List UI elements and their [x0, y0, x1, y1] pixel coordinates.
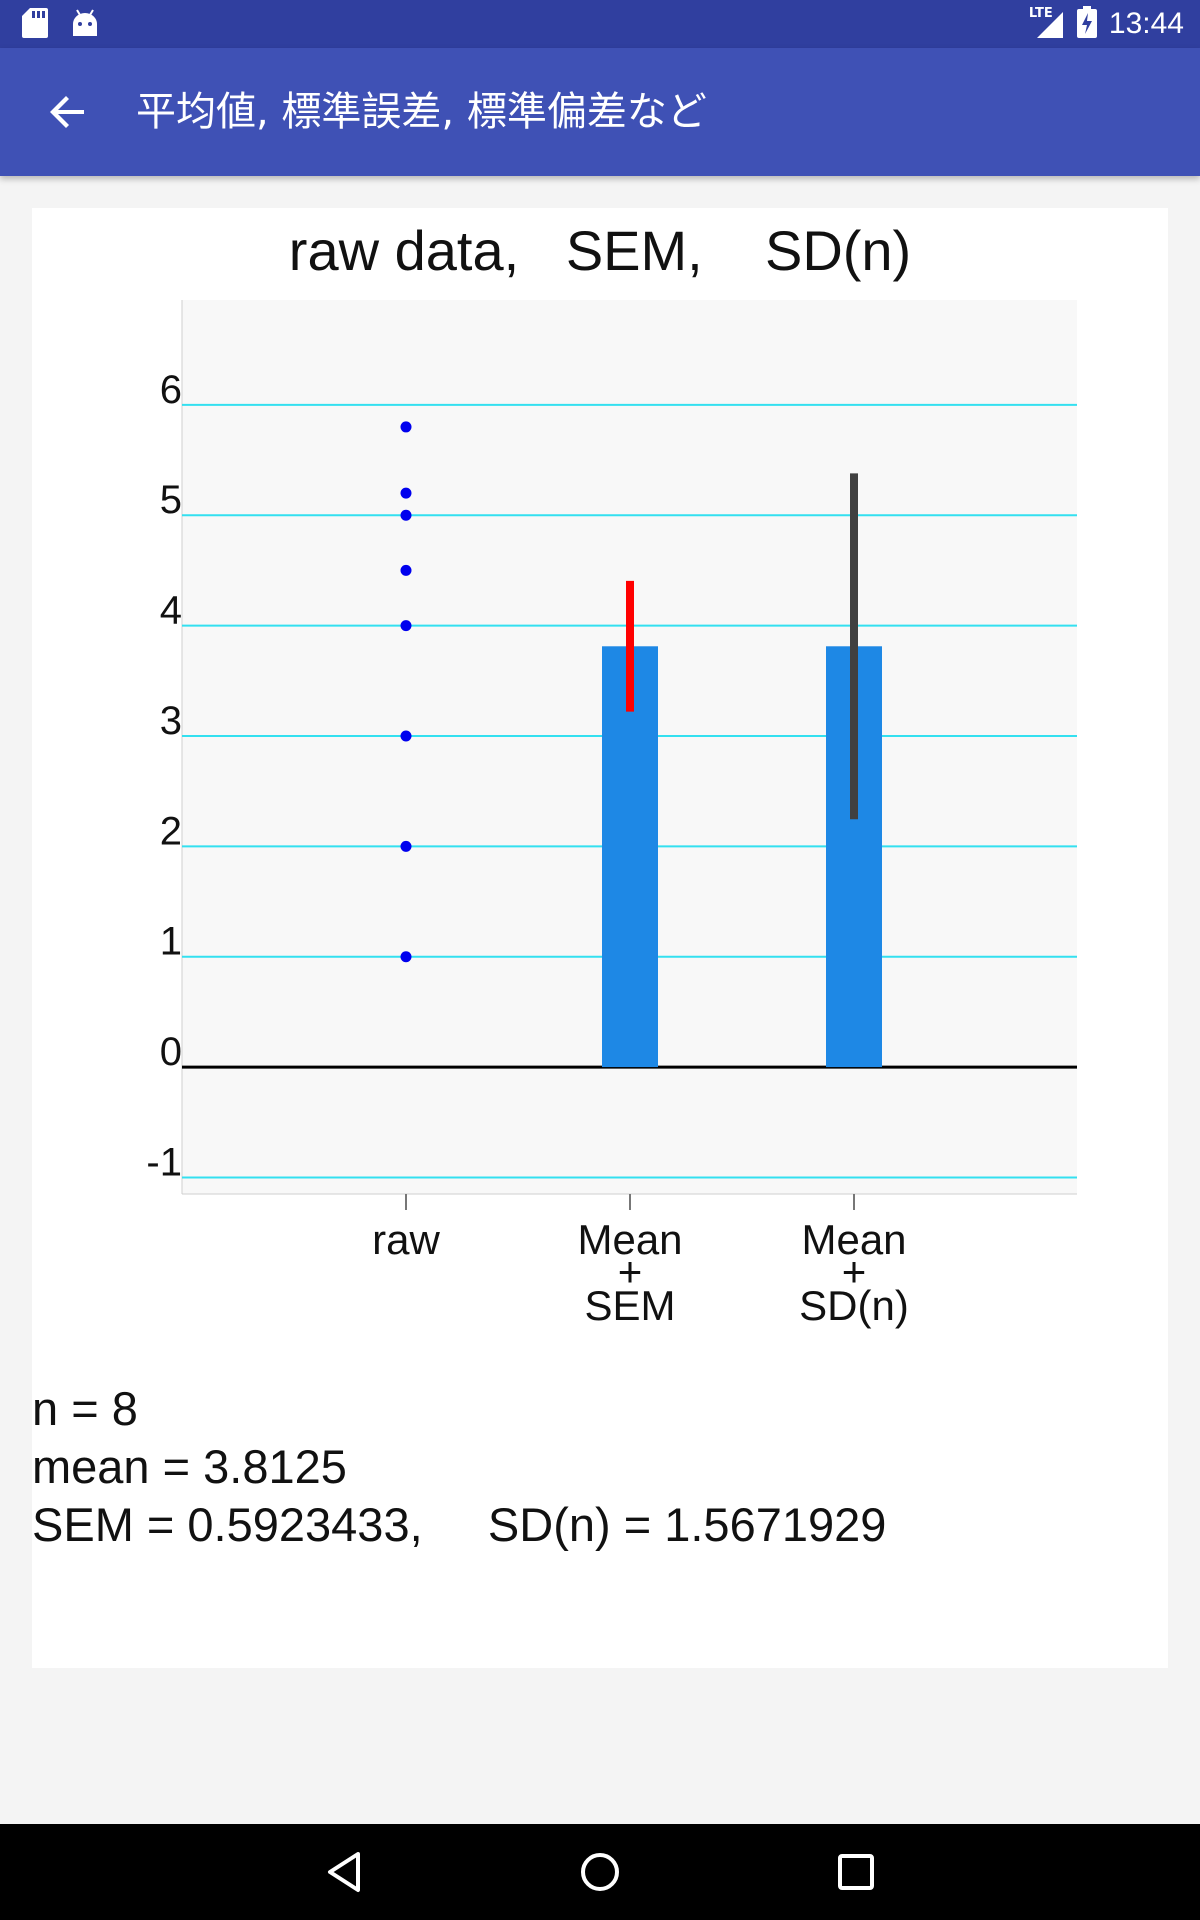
raw-data-point — [400, 840, 412, 852]
app-bar: 平均値, 標準誤差, 標準偏差など — [0, 48, 1200, 176]
raw-data-point — [400, 730, 412, 742]
network-label: LTE — [1028, 6, 1053, 21]
raw-data-point — [400, 951, 412, 963]
stat-n: n = 8 — [32, 1382, 138, 1435]
raw-data-point — [400, 421, 412, 433]
raw-data-point — [400, 487, 412, 499]
mean-bar — [602, 646, 658, 1068]
x-tick-label: SD(n) — [799, 1282, 909, 1329]
stats-panel: n = 8 mean = 3.8125 SEM = 0.5923433, SD(… — [32, 1380, 886, 1554]
x-tick-label: + — [618, 1248, 643, 1295]
chart-title: raw data, SEM, SD(n) — [288, 219, 912, 282]
chart-card: -1 0 1 2 3 4 5 6 raw Mean + SEM Mean + SD(n) raw data,… — [32, 208, 1168, 1668]
nav-recents-icon — [838, 1854, 874, 1890]
nav-home-icon — [581, 1853, 619, 1891]
page-title: 平均値, 標準誤差, 標準偏差など — [136, 89, 707, 135]
status-bar: LTE 13:44 — [0, 0, 1200, 48]
raw-data-point — [400, 564, 412, 576]
nav-home-button[interactable] — [576, 1848, 624, 1896]
x-tick-label: Mean — [801, 1216, 906, 1263]
android-icon — [70, 8, 100, 42]
y-tick-label: 6 — [160, 368, 182, 412]
y-tick-label: 3 — [160, 699, 182, 743]
y-tick-label: 5 — [160, 478, 182, 522]
x-tick-label: Mean — [577, 1216, 682, 1263]
lte-signal-icon: LTE — [1028, 6, 1065, 40]
sd-card-icon — [22, 8, 48, 42]
x-tick-label: SEM — [584, 1282, 675, 1329]
nav-back-icon — [328, 1852, 360, 1892]
raw-data-point — [400, 620, 412, 632]
nav-back-button[interactable] — [322, 1848, 370, 1896]
x-tick-label: + — [842, 1248, 867, 1295]
back-button[interactable] — [44, 88, 100, 136]
y-tick-label: 2 — [160, 809, 182, 853]
nav-recents-button[interactable] — [832, 1848, 880, 1896]
y-tick-label: 1 — [160, 920, 182, 964]
raw-data-point — [400, 509, 412, 521]
y-tick-label: -1 — [146, 1140, 182, 1184]
stat-sem-sd: SEM = 0.5923433, SD(n) = 1.5671929 — [32, 1498, 887, 1551]
y-tick-label: 0 — [160, 1030, 182, 1074]
stat-mean: mean = 3.8125 — [32, 1440, 347, 1493]
y-tick-label: 4 — [160, 589, 182, 633]
clock: 13:44 — [1108, 7, 1184, 40]
arrow-back-icon — [50, 96, 84, 128]
battery-charging-icon — [1076, 6, 1097, 42]
x-tick-label: raw — [372, 1216, 440, 1263]
navigation-bar — [0, 1824, 1200, 1920]
